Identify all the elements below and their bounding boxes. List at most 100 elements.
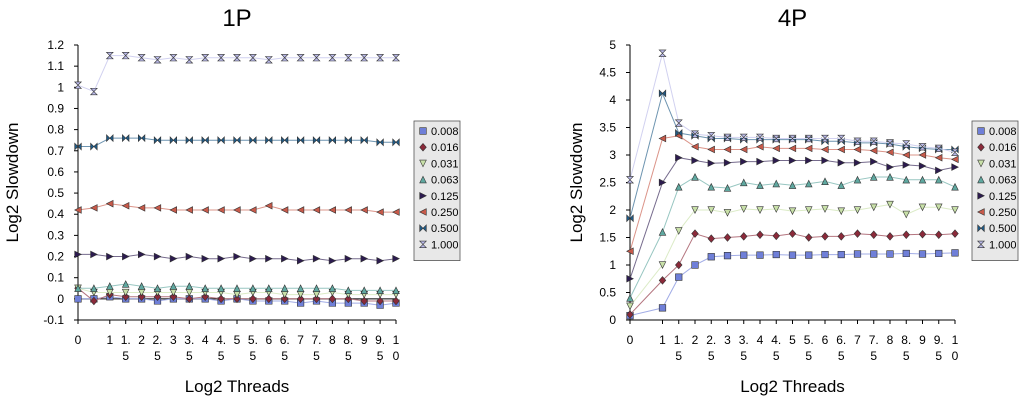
- data-point-0.016: [281, 294, 289, 304]
- data-point-0.500: [297, 136, 305, 145]
- x-tick-label: 8.: [901, 333, 911, 347]
- data-point-1.000: [376, 54, 385, 62]
- data-point-0.500: [153, 136, 162, 145]
- data-point-0.016: [902, 230, 910, 240]
- data-point-0.063: [902, 175, 911, 184]
- y-tick-label: 2.5: [599, 176, 616, 190]
- data-point-0.250: [804, 144, 813, 153]
- data-point-1.000: [280, 54, 289, 62]
- legend-label: 0.125: [989, 191, 1017, 203]
- y-tick-label: 0.6: [47, 165, 64, 179]
- x-tick-label: 8: [887, 333, 894, 347]
- data-point-0.500: [376, 138, 384, 147]
- data-point-1.000: [869, 137, 878, 145]
- data-point-1.000: [674, 119, 683, 127]
- data-point-1.000: [885, 139, 895, 147]
- data-point-0.063: [265, 284, 273, 292]
- data-point-0.250: [74, 206, 82, 214]
- data-point-1.000: [169, 54, 178, 62]
- data-point-0.063: [821, 177, 829, 185]
- data-point-0.008: [740, 251, 748, 259]
- legend-label: 1.000: [989, 239, 1017, 251]
- data-point-0.125: [691, 156, 699, 165]
- data-point-0.500: [675, 128, 683, 138]
- data-point-0.063: [951, 182, 959, 191]
- data-point-0.125: [837, 158, 846, 167]
- x-tick-label: 1.: [121, 333, 131, 347]
- data-point-0.125: [821, 156, 829, 165]
- x-tick-label: 1: [106, 333, 113, 347]
- data-point-1.000: [625, 176, 635, 184]
- data-point-1.000: [105, 51, 114, 60]
- data-point-1.000: [121, 51, 130, 60]
- data-point-0.250: [217, 206, 225, 214]
- legend-label: 1.000: [431, 239, 459, 251]
- x-tick-label: 5: [377, 349, 384, 363]
- data-point-0.250: [658, 134, 667, 143]
- data-point-0.250: [105, 199, 114, 208]
- data-point-0.125: [902, 161, 911, 169]
- data-point-0.016: [153, 292, 162, 301]
- data-point-0.125: [658, 178, 667, 187]
- data-point-0.016: [675, 260, 683, 270]
- data-point-0.500: [328, 136, 336, 145]
- data-point-0.125: [376, 256, 385, 265]
- legend-label: 0.016: [431, 142, 459, 154]
- data-point-0.063: [723, 184, 732, 192]
- data-point-0.031: [756, 206, 764, 214]
- data-point-0.063: [185, 282, 194, 290]
- data-point-1.000: [73, 81, 83, 89]
- x-axis-label: Log2 Threads: [185, 377, 290, 396]
- data-point-0.031: [821, 205, 829, 213]
- x-axis-label: Log2 Threads: [740, 377, 845, 396]
- data-point-0.008: [951, 249, 959, 257]
- data-point-0.500: [138, 134, 146, 143]
- data-point-0.016: [821, 232, 829, 241]
- y-tick-label: 1.2: [47, 38, 64, 52]
- y-tick-label: 0: [609, 313, 616, 327]
- legend-box: [413, 120, 461, 262]
- legend-label: 0.008: [431, 126, 459, 138]
- data-point-1.000: [723, 133, 732, 141]
- data-point-1.000: [902, 140, 911, 148]
- x-tick-label: 9.: [375, 333, 385, 347]
- y-tick-label: 4: [609, 93, 616, 107]
- x-tick-label: 5.: [804, 333, 814, 347]
- y-tick-label: 1: [57, 80, 64, 94]
- x-tick-label: 9: [919, 333, 926, 347]
- data-point-0.250: [756, 142, 764, 151]
- data-point-0.063: [658, 228, 667, 236]
- data-point-1.000: [690, 130, 700, 138]
- data-point-0.008: [756, 251, 764, 259]
- x-tick-label: 5: [935, 349, 942, 363]
- data-point-1.000: [217, 54, 226, 62]
- data-point-1.000: [137, 54, 146, 62]
- data-point-0.016: [233, 294, 241, 304]
- data-point-0.125: [723, 158, 732, 167]
- data-point-0.008: [788, 251, 797, 259]
- x-tick-label: 5: [154, 349, 161, 363]
- data-point-0.250: [360, 206, 368, 214]
- x-tick-label: 5: [789, 333, 796, 347]
- data-point-0.125: [185, 252, 194, 261]
- data-point-0.016: [626, 310, 634, 319]
- data-point-0.125: [805, 156, 813, 165]
- data-point-0.063: [233, 284, 241, 292]
- x-tick-label: 4.: [216, 333, 226, 347]
- legend-box: [971, 120, 1019, 262]
- data-point-0.008: [902, 249, 910, 258]
- data-point-1.000: [391, 54, 401, 62]
- data-point-0.016: [918, 229, 927, 239]
- x-tick-label: 5: [740, 349, 747, 363]
- data-point-0.500: [249, 136, 257, 145]
- data-point-1.000: [89, 87, 98, 96]
- data-point-0.250: [264, 201, 273, 210]
- legend-label: 0.250: [989, 207, 1017, 219]
- legend-label: 0.063: [431, 175, 459, 187]
- data-point-0.016: [344, 294, 352, 304]
- x-tick-label: 0: [393, 349, 400, 363]
- data-point-0.250: [392, 208, 400, 216]
- data-point-0.063: [201, 284, 209, 292]
- data-point-0.016: [788, 229, 797, 238]
